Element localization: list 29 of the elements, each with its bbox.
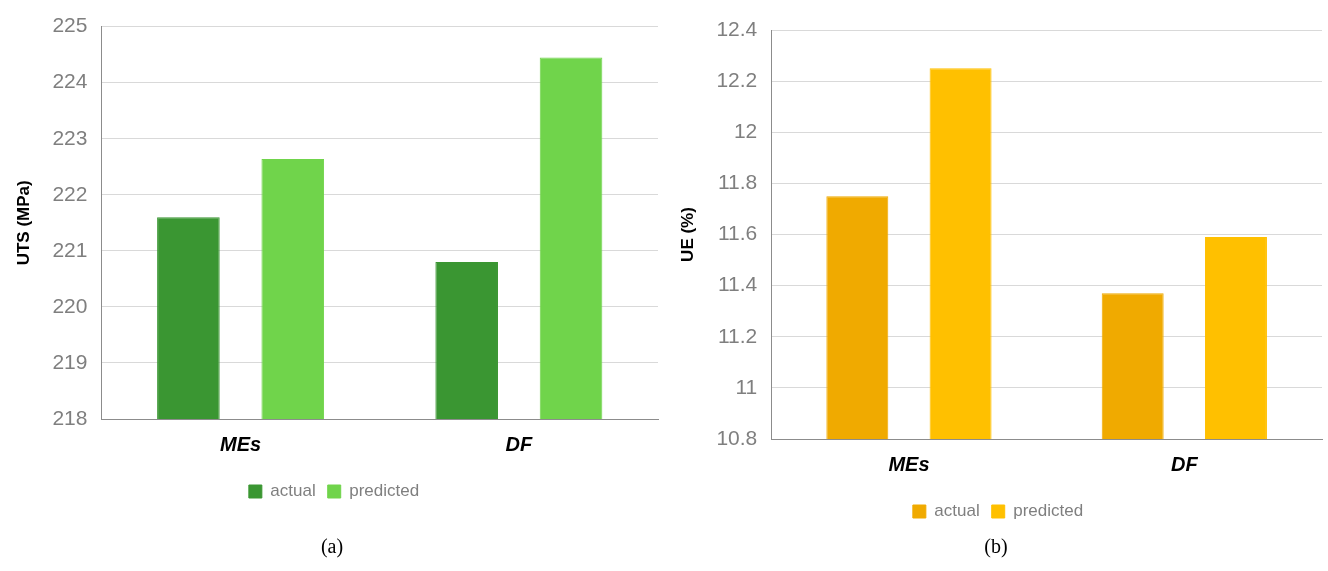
y-tick-label: 12.2: [716, 67, 758, 91]
text: (a): [319, 535, 345, 558]
legend-label: actual: [934, 501, 980, 521]
y-tick-label: 218: [52, 405, 88, 429]
y-tick-label: 10.8: [716, 425, 758, 449]
y-tick-label: 223: [52, 125, 88, 149]
legend-label: predicted: [349, 481, 420, 501]
legend-label: actual: [270, 481, 316, 501]
x-tick-label: MEs: [888, 452, 930, 475]
y-tick-label: 222: [52, 181, 88, 205]
y-tick-label: 221: [52, 237, 88, 261]
y-tick-label: 224: [52, 69, 88, 93]
y-axis-title: UE (%): [677, 207, 697, 262]
y-tick-label: 219: [52, 349, 88, 373]
y-tick-label: 225: [52, 13, 88, 37]
y-tick-label: 11.4: [717, 272, 758, 296]
y-axis-title: UTS (MPa): [13, 180, 33, 266]
legend-label: predicted: [1013, 501, 1084, 521]
y-tick-label: 11.6: [717, 221, 758, 245]
x-tick-label: DF: [505, 432, 533, 455]
y-tick-label: 220: [52, 293, 88, 317]
y-tick-label: 12.4: [716, 16, 758, 40]
x-tick-label: MEs: [220, 432, 262, 455]
y-tick-label: 11: [735, 374, 758, 398]
y-tick-label: 11.2: [717, 323, 758, 347]
y-tick-label: 11.8: [717, 170, 758, 194]
text: (b): [983, 535, 1009, 558]
y-tick-label: 12: [733, 119, 758, 143]
x-tick-label: DF: [1170, 452, 1199, 475]
